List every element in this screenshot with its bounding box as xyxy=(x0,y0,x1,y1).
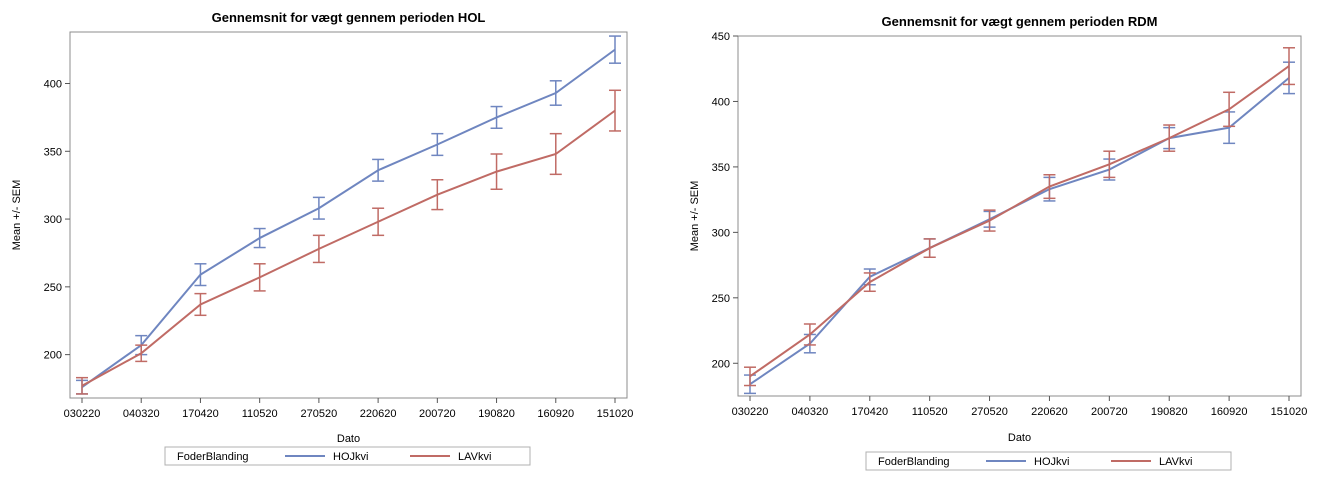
x-tick-label: 151020 xyxy=(1271,406,1308,418)
y-axis-label: Mean +/- SEM xyxy=(689,181,701,252)
error-bar xyxy=(372,207,385,237)
error-bar xyxy=(1163,124,1176,152)
legend-label: LAVkvi xyxy=(1159,456,1192,468)
chart-title: Gennemsnit for vægt gennem perioden HOL xyxy=(212,10,486,25)
x-tick-label: 160920 xyxy=(1211,406,1248,418)
x-tick-label: 030220 xyxy=(732,406,769,418)
legend: FoderBlanding HOJkvi LAVkvi xyxy=(865,451,1232,471)
series-line-LAVkvi xyxy=(749,65,1290,378)
x-axis-label: Dato xyxy=(1008,432,1031,444)
error-bar xyxy=(312,196,325,220)
y-tick-label: 400 xyxy=(44,79,62,91)
error-bar xyxy=(863,272,876,293)
chart-title: Gennemsnit for vægt gennem perioden RDM xyxy=(882,14,1158,29)
x-tick-label: 110520 xyxy=(912,406,948,418)
y-tick-label: 200 xyxy=(712,358,730,370)
error-bar xyxy=(253,263,266,292)
error-bar xyxy=(490,153,503,190)
x-tick-label: 170420 xyxy=(182,408,219,420)
error-bar xyxy=(490,105,503,129)
error-bar xyxy=(744,366,756,387)
error-bar xyxy=(609,35,621,64)
x-tick-label: 170420 xyxy=(851,406,888,418)
error-bar xyxy=(1043,174,1056,200)
x-tick-label: 220620 xyxy=(1031,406,1068,418)
legend-box xyxy=(865,451,1232,471)
x-tick-label: 110520 xyxy=(242,408,278,420)
chart-rdm: Gennemsnit for vægt gennem perioden RDM 2… xyxy=(689,14,1308,471)
chart-hol: Gennemsnit for vægt gennem perioden HOL 2… xyxy=(11,10,634,466)
error-bar xyxy=(549,132,562,176)
error-bar xyxy=(983,209,996,232)
error-bar xyxy=(135,344,148,363)
legend-label: LAVkvi xyxy=(458,451,491,463)
legend-title: FoderBlanding xyxy=(878,456,950,468)
error-bar xyxy=(431,179,444,211)
y-axis-label: Mean +/- SEM xyxy=(11,180,23,251)
x-tick-label: 190820 xyxy=(1151,406,1188,418)
x-tick-label: 200720 xyxy=(1091,406,1128,418)
y-tick-label: 350 xyxy=(44,146,62,158)
error-bar xyxy=(549,80,562,106)
y-tick-label: 250 xyxy=(712,293,730,305)
y-tick-label: 300 xyxy=(44,214,62,226)
series-line-HOJkvi xyxy=(81,48,616,388)
legend-label: HOJkvi xyxy=(333,451,368,463)
x-tick-label: 040320 xyxy=(123,408,160,420)
error-bar xyxy=(372,158,385,182)
legend-label: HOJkvi xyxy=(1034,456,1069,468)
y-tick-label: 250 xyxy=(44,282,62,294)
x-tick-label: 040320 xyxy=(792,406,829,418)
legend-title: FoderBlanding xyxy=(177,451,249,463)
error-bar xyxy=(194,263,207,287)
error-bar xyxy=(253,227,266,249)
error-bar xyxy=(1283,47,1295,86)
y-tick-label: 350 xyxy=(712,162,730,174)
error-bar xyxy=(1223,91,1236,128)
series-line-HOJkvi xyxy=(749,77,1290,386)
error-bar xyxy=(312,234,325,264)
x-tick-label: 270520 xyxy=(301,408,338,420)
error-bar xyxy=(1103,150,1116,179)
x-tick-label: 151020 xyxy=(597,408,634,420)
x-tick-label: 160920 xyxy=(537,408,574,420)
x-tick-label: 190820 xyxy=(478,408,515,420)
x-tick-label: 270520 xyxy=(971,406,1008,418)
plot-frame xyxy=(69,31,628,399)
y-tick-label: 300 xyxy=(712,227,730,239)
error-bar xyxy=(76,376,88,395)
error-bar xyxy=(431,132,444,157)
x-tick-label: 030220 xyxy=(64,408,101,420)
error-bar xyxy=(803,323,816,346)
series-line-LAVkvi xyxy=(81,109,616,387)
plot-frame xyxy=(737,35,1302,397)
y-tick-label: 400 xyxy=(712,96,730,108)
x-tick-label: 220620 xyxy=(360,408,397,420)
legend: FoderBlanding HOJkvi LAVkvi xyxy=(164,446,531,466)
error-bar xyxy=(609,89,621,132)
y-tick-label: 450 xyxy=(712,31,730,43)
legend-box xyxy=(164,446,531,466)
x-tick-label: 200720 xyxy=(419,408,456,420)
error-bar xyxy=(194,292,207,317)
error-bar xyxy=(923,238,936,258)
y-tick-label: 200 xyxy=(44,350,62,362)
x-axis-label: Dato xyxy=(337,433,360,445)
